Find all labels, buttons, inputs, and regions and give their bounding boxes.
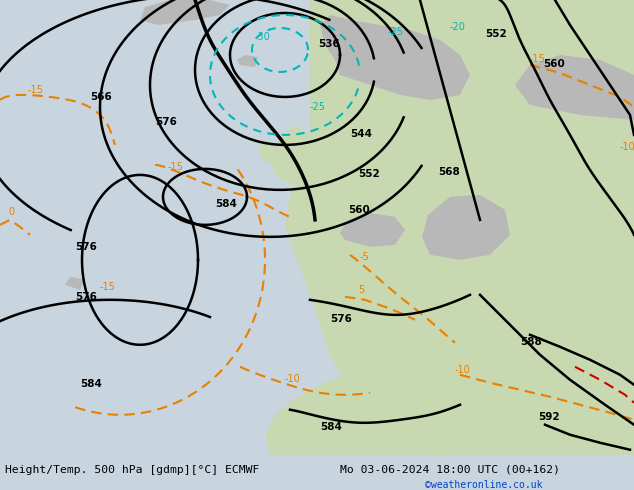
- Text: 576: 576: [75, 242, 97, 252]
- Text: -10: -10: [285, 374, 301, 384]
- Text: ©weatheronline.co.uk: ©weatheronline.co.uk: [425, 480, 543, 490]
- Text: 552: 552: [485, 29, 507, 39]
- Polygon shape: [140, 0, 230, 25]
- Polygon shape: [422, 195, 510, 260]
- Text: 592: 592: [538, 412, 560, 422]
- Text: Height/Temp. 500 hPa [gdmp][°C] ECMWF: Height/Temp. 500 hPa [gdmp][°C] ECMWF: [5, 465, 259, 475]
- Text: 560: 560: [348, 205, 370, 215]
- Text: 584: 584: [80, 379, 102, 389]
- Text: -25: -25: [388, 27, 404, 37]
- Text: 576: 576: [155, 117, 177, 127]
- Text: -30: -30: [255, 32, 271, 42]
- Polygon shape: [237, 55, 258, 67]
- Text: 584: 584: [320, 422, 342, 432]
- Text: 566: 566: [90, 92, 112, 102]
- Polygon shape: [270, 125, 315, 185]
- Text: -20: -20: [450, 22, 466, 32]
- Text: 544: 544: [350, 129, 372, 139]
- Text: -15: -15: [100, 282, 116, 292]
- Text: 5: 5: [358, 285, 365, 295]
- Text: -15: -15: [530, 54, 546, 64]
- Text: -5: -5: [360, 252, 370, 262]
- Polygon shape: [515, 55, 634, 120]
- Text: 552: 552: [358, 169, 380, 179]
- Text: -15: -15: [168, 162, 184, 172]
- Polygon shape: [320, 15, 470, 100]
- Polygon shape: [340, 213, 405, 247]
- Text: 576: 576: [75, 292, 97, 302]
- Text: 588: 588: [520, 337, 541, 347]
- Text: 584: 584: [215, 199, 237, 209]
- Text: -15: -15: [28, 85, 44, 95]
- Text: 568: 568: [438, 167, 460, 177]
- Text: 576: 576: [330, 314, 352, 324]
- Polygon shape: [285, 0, 634, 455]
- Text: -25: -25: [310, 102, 326, 112]
- Text: 536: 536: [318, 39, 340, 49]
- Text: -10: -10: [620, 142, 634, 152]
- Text: 560: 560: [543, 59, 565, 69]
- Text: Mo 03-06-2024 18:00 UTC (00+162): Mo 03-06-2024 18:00 UTC (00+162): [340, 465, 560, 475]
- Polygon shape: [265, 375, 450, 455]
- Text: -10: -10: [455, 365, 471, 375]
- Polygon shape: [65, 277, 85, 290]
- Text: 0: 0: [8, 207, 14, 217]
- Polygon shape: [258, 140, 278, 165]
